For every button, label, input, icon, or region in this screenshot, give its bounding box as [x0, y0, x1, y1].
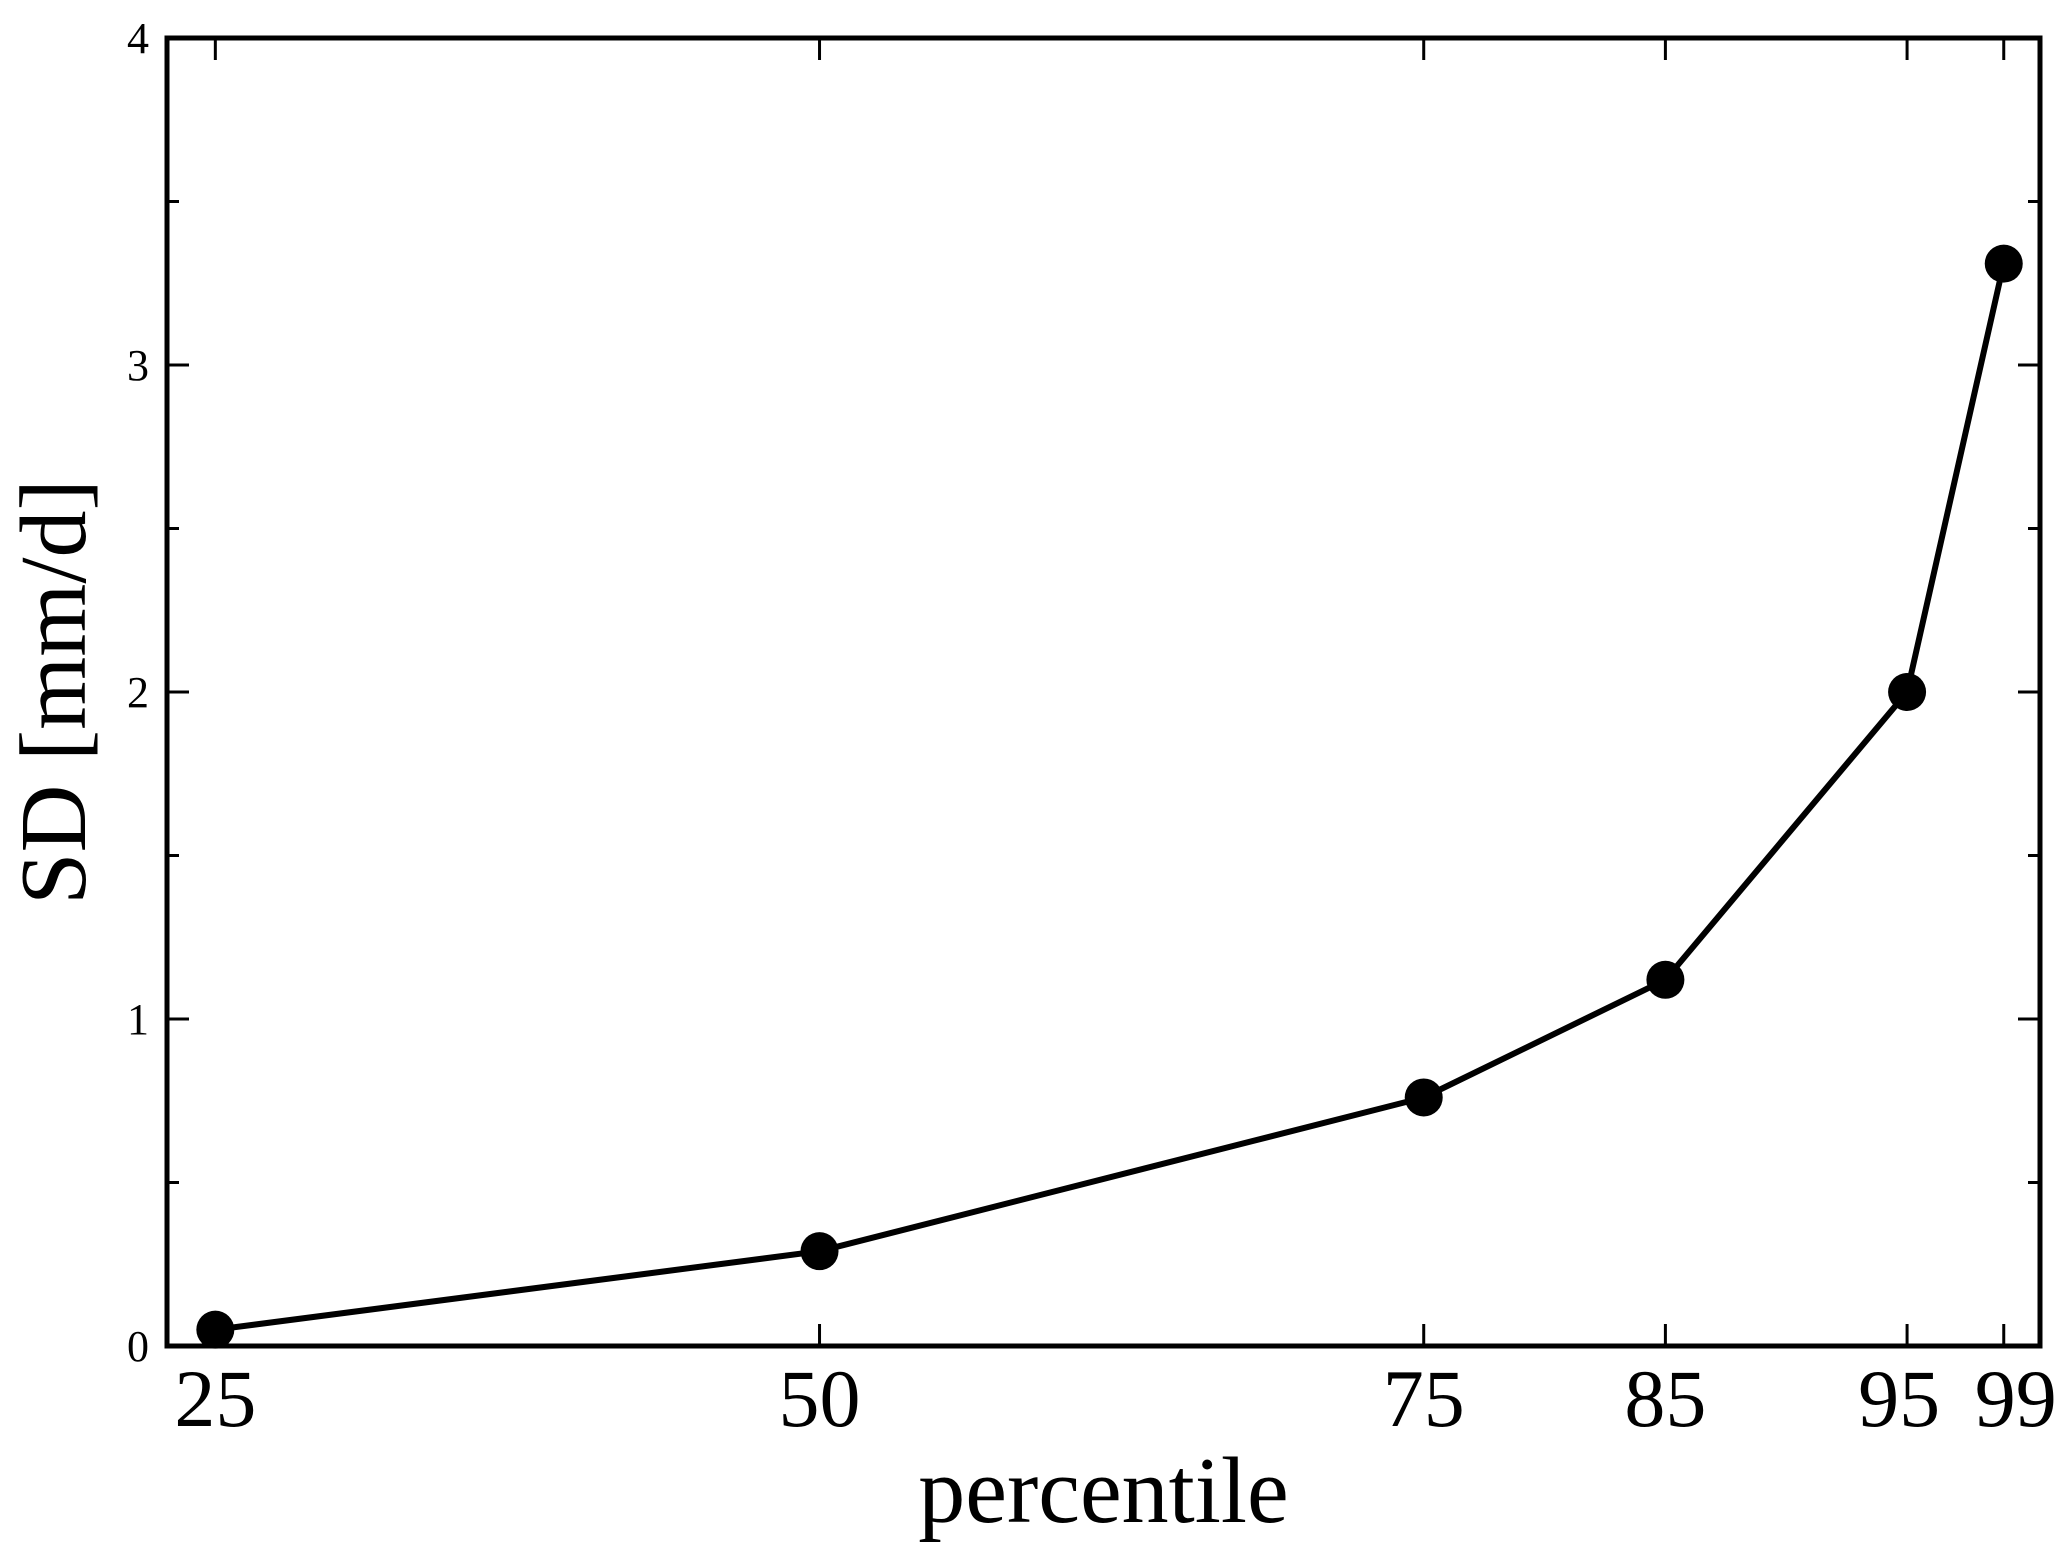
data-point [196, 1310, 235, 1349]
y-axis-ticks: 0 1 2 3 4 [127, 14, 2040, 1371]
x-tick-label: 85 [1624, 1353, 1706, 1444]
y-tick-label: 3 [127, 341, 149, 390]
series-layer [196, 244, 2023, 1349]
data-point [1888, 673, 1927, 711]
x-tick-label: 99 [1975, 1353, 2057, 1444]
series-line [214, 262, 2007, 1333]
plot-frame [164, 35, 2043, 1349]
x-tick-label: 95 [1858, 1353, 1940, 1444]
y-tick-label: 4 [127, 14, 149, 63]
x-tick-label: 50 [779, 1353, 861, 1444]
x-tick-label: 25 [174, 1353, 256, 1444]
y-axis-label: SD [mm/d] [2, 479, 106, 905]
data-point [1404, 1078, 1443, 1117]
x-tick-label: 75 [1383, 1353, 1465, 1444]
x-axis-label: percentile [918, 1439, 1289, 1543]
data-point [1984, 244, 2023, 283]
y-tick-label: 0 [127, 1322, 149, 1371]
x-axis-ticks: 25 50 75 85 95 99 [174, 38, 2057, 1444]
data-point [1646, 960, 1685, 999]
data-point [800, 1232, 839, 1271]
y-tick-label: 1 [127, 995, 149, 1044]
y-tick-label: 2 [127, 668, 149, 717]
